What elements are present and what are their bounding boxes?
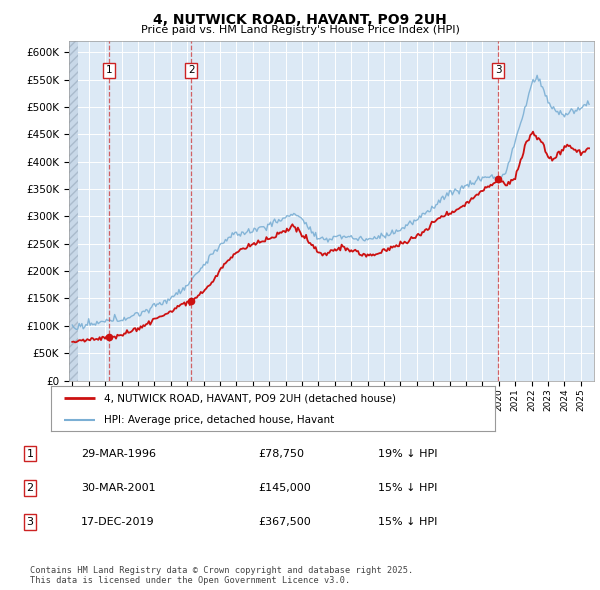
Bar [69, 41, 78, 381]
Text: 30-MAR-2001: 30-MAR-2001 [81, 483, 155, 493]
Text: 1: 1 [26, 449, 34, 458]
Text: 2: 2 [26, 483, 34, 493]
Text: £367,500: £367,500 [258, 517, 311, 527]
Text: 2: 2 [188, 65, 194, 75]
Text: Contains HM Land Registry data © Crown copyright and database right 2025.
This d: Contains HM Land Registry data © Crown c… [30, 566, 413, 585]
Text: 29-MAR-1996: 29-MAR-1996 [81, 449, 156, 458]
Text: 17-DEC-2019: 17-DEC-2019 [81, 517, 155, 527]
Text: 3: 3 [495, 65, 502, 75]
Text: 3: 3 [26, 517, 34, 527]
Text: 1: 1 [106, 65, 112, 75]
Text: 4, NUTWICK ROAD, HAVANT, PO9 2UH: 4, NUTWICK ROAD, HAVANT, PO9 2UH [153, 13, 447, 27]
Text: Price paid vs. HM Land Registry's House Price Index (HPI): Price paid vs. HM Land Registry's House … [140, 25, 460, 35]
Text: £145,000: £145,000 [258, 483, 311, 493]
Text: £78,750: £78,750 [258, 449, 304, 458]
Text: HPI: Average price, detached house, Havant: HPI: Average price, detached house, Hava… [104, 415, 335, 425]
Text: 15% ↓ HPI: 15% ↓ HPI [378, 517, 437, 527]
Text: 4, NUTWICK ROAD, HAVANT, PO9 2UH (detached house): 4, NUTWICK ROAD, HAVANT, PO9 2UH (detach… [104, 394, 396, 404]
Text: 19% ↓ HPI: 19% ↓ HPI [378, 449, 437, 458]
Text: 15% ↓ HPI: 15% ↓ HPI [378, 483, 437, 493]
